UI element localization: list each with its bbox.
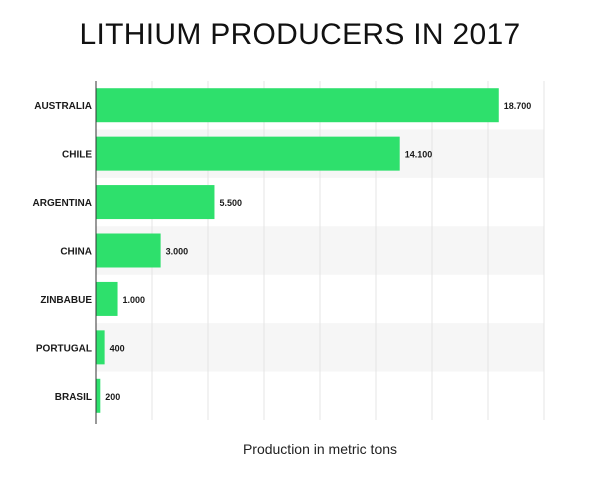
category-label: PORTUGAL bbox=[36, 343, 92, 354]
bar bbox=[96, 185, 215, 220]
value-labels: 18.700 14.100 5.500 3.000 1.000 400 200 bbox=[105, 101, 531, 402]
category-label: CHILE bbox=[62, 150, 92, 161]
value-label: 3.000 bbox=[166, 247, 189, 257]
category-labels: AUSTRALIA CHILE ARGENTINA CHINA ZINBABUE PORT… bbox=[33, 101, 93, 403]
bar bbox=[96, 281, 118, 316]
chart-title: LITHIUM PRODUCERS IN 2017 bbox=[79, 18, 521, 51]
value-label: 18.700 bbox=[504, 101, 532, 111]
value-label: 1.000 bbox=[123, 295, 146, 305]
value-label: 200 bbox=[105, 392, 120, 402]
category-label: ZINBABUE bbox=[40, 295, 92, 306]
category-label: BRASIL bbox=[55, 392, 92, 403]
category-label: AUSTRALIA bbox=[34, 101, 92, 112]
bars bbox=[96, 88, 499, 413]
bar bbox=[96, 330, 105, 365]
value-label: 14.100 bbox=[405, 150, 433, 160]
value-label: 400 bbox=[110, 343, 125, 353]
category-label: ARGENTINA bbox=[33, 198, 92, 209]
bar bbox=[96, 378, 101, 413]
value-label: 5.500 bbox=[219, 198, 242, 208]
category-label: CHINA bbox=[60, 247, 92, 258]
bar bbox=[96, 88, 499, 123]
bar bbox=[96, 136, 400, 171]
x-axis-label: Production in metric tons bbox=[242, 441, 398, 457]
bar bbox=[96, 233, 161, 268]
